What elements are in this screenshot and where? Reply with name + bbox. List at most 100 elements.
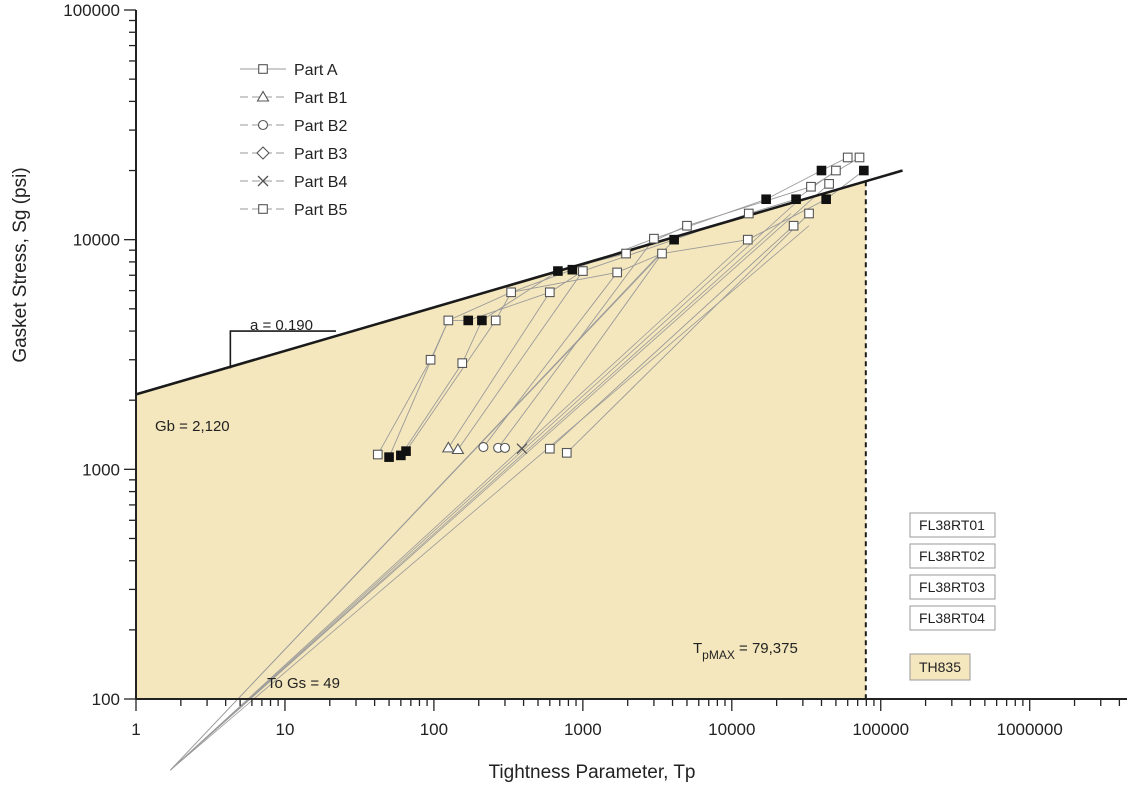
- data-point: [682, 220, 692, 231]
- data-point: [824, 178, 834, 189]
- data-point: [478, 442, 489, 453]
- slope-label: a = 0.190: [250, 317, 313, 334]
- legend-label: Part B5: [294, 202, 347, 219]
- connection-line: [483, 272, 618, 448]
- tpmax-label-rest: = 79,375: [735, 640, 798, 657]
- data-point: [821, 194, 831, 205]
- spoke-line: [170, 225, 810, 771]
- spoke-line: [170, 202, 797, 771]
- run-label: FL38RT03: [919, 579, 985, 595]
- y-tick-label: 100000: [63, 1, 120, 20]
- connection-line: [447, 292, 551, 449]
- envelope-region: [136, 181, 866, 699]
- data-markers: [372, 152, 869, 462]
- run-label: FL38RT04: [919, 610, 985, 626]
- material-label: TH835: [919, 659, 961, 675]
- data-point: [649, 233, 659, 244]
- x-axis-label: Tightness Parameter, Tp: [489, 762, 696, 783]
- data-point: [804, 208, 814, 219]
- legend-marker: [258, 64, 268, 74]
- data-point: [657, 248, 667, 259]
- data-point: [372, 449, 383, 460]
- x-tick-label: 100: [420, 720, 448, 739]
- connection-line: [566, 213, 810, 454]
- fit-line: [135, 169, 903, 396]
- data-point: [561, 447, 572, 458]
- legend-label: Part B1: [294, 90, 347, 107]
- data-point: [669, 234, 679, 245]
- data-point: [499, 442, 511, 453]
- data-point: [516, 443, 528, 455]
- data-point: [806, 181, 816, 192]
- run-label: FL38RT02: [919, 548, 985, 564]
- data-point: [831, 165, 841, 176]
- data-point: [788, 220, 799, 231]
- data-point: [425, 354, 436, 365]
- data-point: [401, 446, 411, 456]
- run-label-box: [909, 574, 996, 600]
- spoke-line: [170, 213, 792, 771]
- spoke-line: [170, 183, 830, 771]
- x-tick-label: 1000000: [997, 720, 1063, 739]
- spoke-line: [170, 239, 750, 771]
- data-point: [791, 194, 801, 205]
- run-label-box: [909, 543, 996, 569]
- legend-marker: [257, 119, 269, 131]
- legend-marker: [257, 175, 269, 187]
- x-ticks: 1 10 100 1000 10000 100000 1000000: [131, 699, 1121, 739]
- data-point: [859, 165, 869, 176]
- run-label: FL38RT01: [919, 517, 985, 533]
- legend-label: Part B2: [294, 118, 347, 135]
- legend-label: Part B3: [294, 146, 347, 163]
- legend-label: Part B4: [294, 174, 347, 191]
- data-point: [578, 266, 588, 276]
- x-tick-label: 10: [275, 720, 294, 739]
- data-point: [544, 443, 555, 454]
- data-point: [443, 315, 454, 326]
- tpmax-label-sub: pMAX: [702, 648, 735, 662]
- data-point: [441, 441, 455, 453]
- data-point: [612, 267, 623, 278]
- tpmax-label: TpMAX = 79,375: [693, 640, 798, 662]
- run-label-box: [909, 605, 996, 631]
- data-point: [544, 287, 555, 298]
- connection-line: [497, 238, 655, 449]
- y-ticks: 100 1000 10000 100000: [63, 1, 136, 709]
- legend-marker: [256, 90, 270, 102]
- legend: Part A Part B1 Part B2 Part B3 Part B4 Part B…: [240, 62, 347, 219]
- run-labels: FL38RT01 FL38RT02 FL38RT03 FL38RT04: [909, 512, 996, 631]
- data-point: [761, 194, 771, 205]
- legend-marker: [258, 204, 268, 214]
- x-tick-label: 1: [131, 720, 140, 739]
- x-tick-label: 100000: [852, 720, 909, 739]
- x-tick-label: 1000: [564, 720, 602, 739]
- data-point: [506, 287, 516, 298]
- run-label-box: [909, 512, 996, 538]
- data-point: [490, 315, 501, 326]
- data-point: [477, 315, 487, 326]
- y-axis-label: Gasket Stress, Sg (psi): [10, 167, 31, 362]
- data-point: [567, 264, 578, 275]
- spoke-lines: [170, 183, 830, 771]
- y-tick-label: 10000: [73, 231, 120, 250]
- connection-line: [549, 225, 794, 450]
- data-point: [457, 358, 468, 368]
- data-point: [816, 165, 827, 176]
- data-point: [384, 452, 394, 462]
- data-point: [743, 208, 754, 219]
- legend-label: Part A: [294, 62, 338, 79]
- data-point: [451, 442, 465, 455]
- cross-stroke: [257, 175, 269, 187]
- data-point: [854, 152, 865, 163]
- slope-triangle: [229, 330, 336, 369]
- connection-line: [521, 253, 663, 449]
- tpmax-label-main: T: [693, 640, 702, 657]
- gs-label: To Gs = 49: [267, 675, 340, 692]
- legend-marker: [256, 146, 270, 160]
- data-point: [842, 152, 853, 163]
- material-box: [909, 653, 971, 681]
- cross-stroke: [516, 443, 528, 455]
- data-point: [553, 266, 563, 276]
- y-tick-label: 100: [92, 690, 120, 709]
